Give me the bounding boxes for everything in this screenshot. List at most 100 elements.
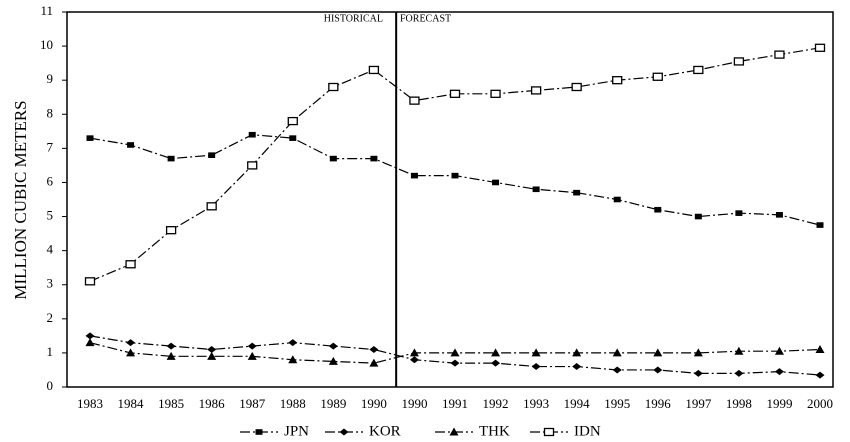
- x-tick-label: 2000: [807, 396, 833, 411]
- marker: [612, 76, 623, 85]
- marker: [490, 89, 501, 98]
- marker: [85, 332, 95, 340]
- marker: [491, 348, 501, 357]
- marker: [693, 65, 704, 75]
- y-tick-label: 8: [47, 105, 54, 120]
- marker: [815, 371, 825, 379]
- legend-label: IDN: [574, 423, 601, 439]
- x-tick-label: 1984: [118, 396, 145, 411]
- y-tick-label: 0: [47, 378, 54, 393]
- marker: [248, 131, 256, 138]
- marker: [166, 351, 176, 360]
- x-tick-label: 1991: [442, 396, 468, 411]
- y-tick-label: 4: [47, 242, 54, 257]
- marker: [409, 348, 419, 357]
- y-tick-label: 7: [47, 139, 54, 154]
- marker: [491, 359, 501, 367]
- marker: [247, 342, 257, 350]
- legend-marker: [449, 427, 459, 436]
- marker: [774, 50, 785, 59]
- marker: [694, 213, 702, 220]
- marker: [492, 179, 500, 186]
- marker: [369, 358, 379, 367]
- x-tick-label: 1983: [77, 396, 103, 411]
- marker: [449, 89, 461, 98]
- marker: [735, 210, 743, 216]
- marker: [127, 142, 135, 148]
- y-tick-label: 6: [47, 173, 54, 188]
- annotation: HISTORICAL: [324, 13, 383, 24]
- x-tick-label: 1985: [158, 396, 184, 411]
- annotation: FORECAST: [400, 13, 451, 24]
- marker: [693, 369, 703, 377]
- marker: [573, 189, 581, 196]
- marker: [734, 369, 744, 377]
- marker: [207, 346, 217, 353]
- x-tick-label: 1992: [483, 396, 509, 411]
- marker: [328, 82, 339, 92]
- marker: [814, 43, 826, 52]
- series-line: [89, 134, 821, 226]
- x-tick-label: 1995: [604, 396, 630, 411]
- marker: [328, 342, 338, 350]
- x-tick-label: 1986: [199, 396, 226, 411]
- x-tick-label: 1993: [523, 396, 549, 411]
- marker: [733, 57, 745, 66]
- legend-label: KOR: [369, 423, 401, 439]
- marker: [288, 339, 298, 347]
- x-tick-label: 1988: [280, 396, 306, 411]
- marker: [572, 363, 582, 371]
- marker: [288, 355, 298, 364]
- marker: [287, 116, 298, 126]
- marker: [85, 338, 95, 347]
- marker: [612, 348, 622, 357]
- marker: [167, 155, 175, 162]
- marker: [775, 212, 783, 218]
- y-tick-label: 5: [47, 208, 54, 223]
- marker: [654, 206, 662, 213]
- y-tick-label: 11: [40, 3, 53, 18]
- marker: [816, 222, 824, 228]
- marker: [84, 277, 96, 286]
- marker: [571, 82, 582, 92]
- legend-label: THK: [479, 423, 510, 439]
- marker: [774, 346, 784, 355]
- marker: [208, 152, 216, 158]
- marker: [653, 366, 663, 374]
- marker: [450, 359, 460, 367]
- y-axis-title: MILLION CUBIC METERS: [11, 100, 30, 299]
- marker: [369, 346, 379, 353]
- x-tick-label: 1990: [401, 396, 427, 411]
- marker: [126, 348, 136, 357]
- marker: [410, 172, 418, 179]
- legend-marker: [255, 429, 263, 435]
- marker: [612, 366, 622, 374]
- x-tick-label: 1994: [564, 396, 591, 411]
- marker: [652, 72, 663, 81]
- marker: [125, 260, 136, 269]
- marker: [207, 351, 217, 360]
- legend-marker: [543, 427, 555, 437]
- y-tick-label: 3: [47, 276, 54, 291]
- marker: [653, 348, 663, 357]
- marker: [815, 345, 825, 353]
- plot-frame: [66, 11, 834, 388]
- legend-label: JPN: [284, 423, 309, 439]
- y-tick-label: 9: [47, 71, 54, 86]
- y-tick-label: 1: [47, 344, 54, 359]
- marker: [450, 348, 460, 357]
- marker: [289, 135, 297, 141]
- marker: [734, 346, 744, 355]
- x-tick-label: 1990: [361, 396, 387, 411]
- marker: [247, 351, 257, 360]
- marker: [613, 196, 621, 203]
- marker: [409, 356, 419, 364]
- marker: [328, 356, 338, 365]
- marker: [530, 86, 542, 95]
- y-tick-label: 10: [40, 37, 53, 52]
- marker: [531, 363, 541, 371]
- y-tick-label: 2: [47, 310, 54, 325]
- x-tick-label: 1989: [320, 396, 346, 411]
- legend-marker: [339, 428, 349, 436]
- marker: [329, 155, 337, 162]
